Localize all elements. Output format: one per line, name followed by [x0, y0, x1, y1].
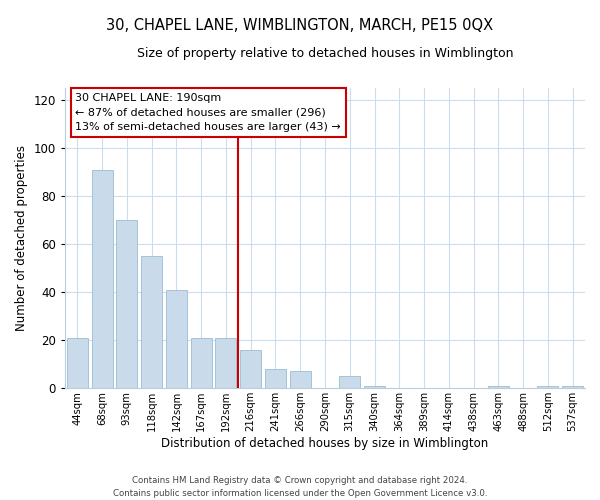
Y-axis label: Number of detached properties: Number of detached properties [15, 145, 28, 331]
Text: 30 CHAPEL LANE: 190sqm
← 87% of detached houses are smaller (296)
13% of semi-de: 30 CHAPEL LANE: 190sqm ← 87% of detached… [76, 92, 341, 132]
Bar [67, 338, 88, 388]
Bar [166, 290, 187, 388]
Text: 30, CHAPEL LANE, WIMBLINGTON, MARCH, PE15 0QX: 30, CHAPEL LANE, WIMBLINGTON, MARCH, PE1… [106, 18, 494, 32]
Bar [215, 338, 236, 388]
Bar [141, 256, 162, 388]
Bar [364, 386, 385, 388]
Text: Contains HM Land Registry data © Crown copyright and database right 2024.
Contai: Contains HM Land Registry data © Crown c… [113, 476, 487, 498]
Bar [116, 220, 137, 388]
Bar [339, 376, 360, 388]
Bar [562, 386, 583, 388]
Bar [265, 369, 286, 388]
Bar [240, 350, 261, 389]
Bar [488, 386, 509, 388]
X-axis label: Distribution of detached houses by size in Wimblington: Distribution of detached houses by size … [161, 437, 488, 450]
Bar [538, 386, 559, 388]
Bar [191, 338, 212, 388]
Bar [290, 372, 311, 388]
Title: Size of property relative to detached houses in Wimblington: Size of property relative to detached ho… [137, 48, 513, 60]
Bar [92, 170, 113, 388]
